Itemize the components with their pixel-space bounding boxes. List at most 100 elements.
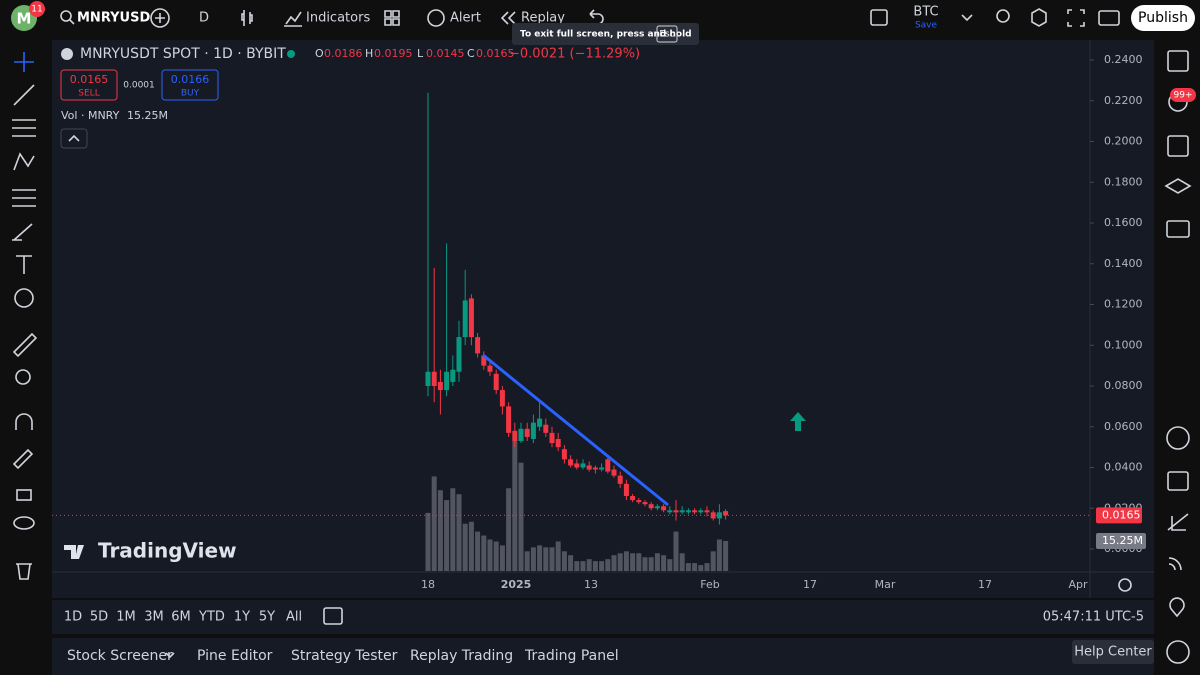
volume-bar: [623, 551, 629, 571]
pattern-tool[interactable]: [13, 152, 35, 171]
y-tick-label: 0.1800: [1104, 175, 1143, 188]
publish: Publish: [1138, 10, 1188, 26]
y-tick-label: 0.0800: [1104, 379, 1143, 392]
bottom-tabs: Stock Screener Pine Editor Strategy Tester…: [67, 648, 619, 664]
candle-body: [462, 300, 468, 338]
add-symbol[interactable]: [150, 8, 170, 28]
replay[interactable]: Replay: [521, 11, 565, 26]
volume-bar: [568, 555, 574, 571]
bottom-tab[interactable]: Pine Editor: [197, 648, 273, 664]
volume-bar: [512, 440, 518, 571]
crosshair-tool[interactable]: [14, 52, 34, 72]
market-status: [287, 50, 295, 58]
range-button[interactable]: 1M: [116, 610, 136, 625]
settings[interactable]: [1031, 8, 1047, 27]
range-button[interactable]: 5Y: [259, 610, 275, 625]
publish-button[interactable]: [1131, 5, 1195, 31]
fib-tool[interactable]: [12, 119, 36, 137]
volume-bar: [605, 559, 611, 571]
volume-bar: [716, 539, 722, 571]
delete-tool[interactable]: [16, 563, 32, 580]
volume-title: Vol · MNRY: [61, 109, 120, 122]
line-tool[interactable]: [13, 84, 35, 106]
candle-body: [630, 496, 636, 501]
snapshot[interactable]: [1098, 10, 1120, 26]
hide-tool[interactable]: [13, 516, 35, 530]
candle-body: [493, 373, 499, 391]
axis-settings[interactable]: [1118, 578, 1132, 592]
volume-bar: [524, 551, 530, 571]
save-menu[interactable]: [961, 14, 973, 22]
range-button[interactable]: 1Y: [234, 610, 250, 625]
lock-tool[interactable]: [16, 489, 32, 501]
hotlist[interactable]: [1166, 426, 1190, 450]
compare[interactable]: BTC: [913, 5, 938, 20]
volume-bar: [704, 563, 710, 571]
layers[interactable]: [1164, 178, 1192, 194]
tab-bar: [52, 638, 1154, 675]
symbol[interactable]: MNRYUSD: [77, 11, 150, 26]
volume-bar: [636, 553, 642, 571]
text-tool[interactable]: [16, 255, 32, 274]
ohlc-legend: O 0.0186 H 0.0195 L 0.0145 C 0.0165: [315, 47, 515, 60]
help[interactable]: [1166, 640, 1190, 664]
range-button[interactable]: YTD: [198, 610, 225, 625]
notifications-panel[interactable]: [1169, 597, 1185, 618]
y-tick-label: 0.0600: [1104, 420, 1143, 433]
candle-body: [574, 463, 580, 468]
date-range[interactable]: [323, 607, 343, 625]
candle-body: [642, 502, 648, 505]
candle-body: [654, 506, 660, 509]
range-button[interactable]: 3M: [144, 610, 164, 625]
range-button[interactable]: 1D: [64, 610, 82, 625]
ruler-tool[interactable]: [12, 332, 38, 358]
bottom-tab[interactable]: Trading Panel: [524, 648, 619, 664]
watchlist[interactable]: [1167, 50, 1189, 72]
alert-icon: [427, 9, 445, 27]
chat[interactable]: [1166, 220, 1190, 238]
interval[interactable]: D: [199, 11, 209, 26]
fullscreen[interactable]: [1067, 9, 1085, 27]
screener-menu[interactable]: [165, 652, 175, 659]
zoom-tool[interactable]: [15, 369, 31, 385]
chart-type[interactable]: [241, 10, 253, 26]
streams[interactable]: [1168, 557, 1182, 571]
key-box: [656, 25, 678, 43]
magnet-tool[interactable]: [15, 413, 33, 430]
volume-bar: [468, 521, 474, 571]
range-button[interactable]: 5D: [90, 610, 108, 625]
forecast-tool[interactable]: [12, 189, 36, 207]
candle-body: [698, 510, 704, 513]
sell-button[interactable]: [60, 69, 118, 101]
ohlc-value: 0.0186: [324, 47, 363, 60]
icon-tool[interactable]: [14, 288, 34, 308]
candle-body: [710, 512, 716, 519]
quick-search[interactable]: [996, 9, 1010, 23]
bottom-tab[interactable]: Replay Trading: [410, 648, 513, 664]
add-symbol-icon: [155, 13, 165, 23]
lock-drawing[interactable]: [12, 448, 34, 470]
y-tick-label: 0.1400: [1104, 257, 1143, 270]
buy-button[interactable]: [161, 69, 219, 101]
indicators[interactable]: Indicators: [306, 11, 370, 26]
ideas[interactable]: [1167, 513, 1189, 531]
fullscreen-toggle[interactable]: [870, 9, 888, 26]
brush-tool[interactable]: [12, 223, 33, 241]
range-button[interactable]: All: [286, 610, 302, 625]
bottom-tab[interactable]: Stock Screener: [67, 648, 173, 664]
ohlc-key: L: [417, 47, 424, 60]
alert[interactable]: Alert: [450, 11, 481, 26]
layouts[interactable]: [384, 10, 400, 26]
range-button[interactable]: 6M: [171, 610, 191, 625]
calendar[interactable]: [1167, 471, 1189, 491]
volume-bar: [617, 553, 623, 571]
collapse-legend[interactable]: [60, 128, 88, 149]
search-icon: [69, 19, 75, 25]
tooltip-text: To exit full screen, press and hold: [520, 30, 692, 40]
news[interactable]: [1167, 135, 1189, 157]
bottom-tab[interactable]: Strategy Tester: [291, 648, 398, 664]
candle-body: [685, 510, 691, 513]
volume-bar: [667, 559, 673, 571]
last-price-label: 0.0165: [1102, 508, 1141, 521]
save[interactable]: Save: [915, 21, 938, 31]
